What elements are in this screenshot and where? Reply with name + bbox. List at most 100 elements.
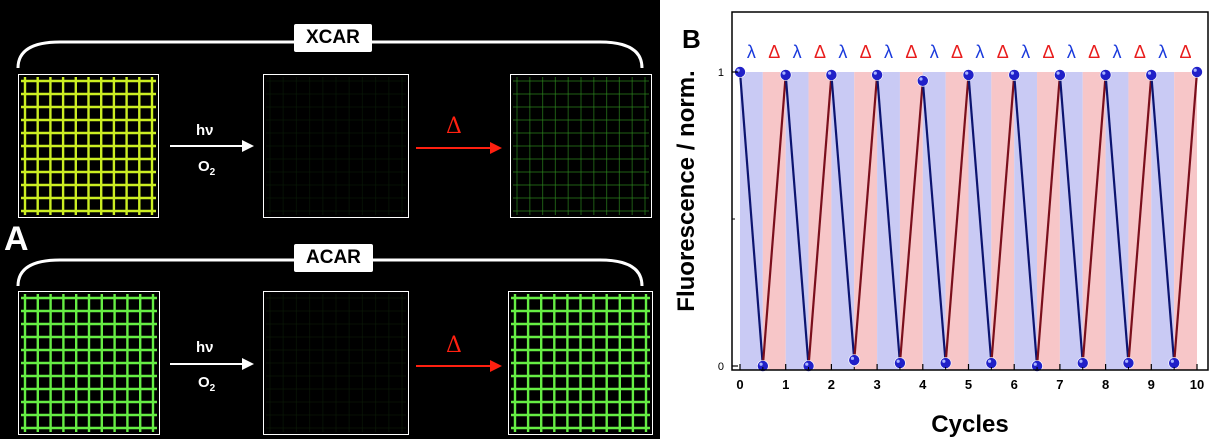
lambda-symbol: λ — [975, 42, 984, 62]
series-segment — [1173, 71, 1199, 364]
delta-symbol: Δ — [1088, 42, 1100, 62]
data-point — [962, 69, 975, 81]
series-segment — [807, 74, 833, 367]
data-point — [1076, 357, 1089, 369]
data-point — [1008, 69, 1021, 81]
plot-frame — [731, 11, 1209, 371]
grid-pattern — [266, 77, 406, 215]
delta-symbol: Δ — [997, 42, 1009, 62]
data-point — [894, 357, 906, 369]
x-tick-label: 7 — [1056, 377, 1063, 392]
panel-b-letter: B — [682, 24, 701, 54]
y-tick-label: 0 — [718, 361, 724, 373]
lambda-symbol: λ — [930, 42, 939, 62]
delta-symbol: Δ — [1180, 42, 1192, 62]
data-point-highlight — [736, 68, 740, 72]
grid-pattern — [511, 294, 650, 432]
x-tick-label: 2 — [828, 377, 835, 392]
data-point-highlight — [1170, 359, 1174, 363]
series-lines — [738, 71, 1199, 367]
lambda-symbol: λ — [838, 42, 847, 62]
data-point — [779, 69, 792, 81]
data-point — [1191, 66, 1203, 78]
cycle-bands — [740, 72, 1197, 370]
lambda-symbol: λ — [1021, 42, 1030, 62]
series-segment — [761, 74, 787, 367]
data-point-highlight — [759, 362, 763, 366]
lambda-symbol: λ — [884, 42, 893, 62]
delta-symbol: Δ — [814, 42, 826, 62]
series-segment — [944, 74, 970, 364]
xcar-heat-arrow — [416, 142, 502, 154]
series-points — [734, 66, 1203, 372]
acar-light-arrow — [170, 358, 254, 370]
series-segment — [1058, 74, 1084, 364]
acar-tile-heated — [508, 291, 653, 435]
acar-heat-arrow — [416, 360, 502, 372]
acar-tag: ACAR — [294, 244, 373, 272]
series-segment — [876, 74, 902, 364]
series-segment — [830, 74, 856, 361]
data-point-highlight — [782, 71, 786, 75]
xcar-o2-sub: 2 — [209, 167, 216, 178]
delta-symbol: Δ — [860, 42, 872, 62]
series-segment — [853, 74, 879, 361]
data-point — [1145, 69, 1158, 81]
delta-symbol: Δ — [905, 42, 917, 62]
lambda-symbol: λ — [747, 42, 756, 62]
acar-o2-label: O2 — [198, 374, 215, 394]
x-tick-label: 6 — [1011, 377, 1018, 392]
y-axis-label: Fluorescence / norm. — [673, 70, 700, 311]
grid-pattern — [513, 77, 649, 215]
x-axis-label: Cycles — [931, 411, 1008, 438]
data-point — [871, 69, 883, 81]
data-point-highlight — [919, 77, 923, 81]
acar-tile-initial — [18, 291, 160, 435]
data-point — [1054, 69, 1066, 81]
x-tick-label: 5 — [965, 377, 972, 392]
xcar-tag: XCAR — [294, 24, 372, 52]
x-tick-label: 8 — [1102, 377, 1109, 392]
xcar-tile-irradiated — [263, 74, 409, 218]
grid-pattern — [21, 294, 157, 432]
delta-symbol: Δ — [768, 42, 780, 62]
grid-pattern — [266, 294, 406, 432]
xcar-tile-heated — [510, 74, 652, 218]
data-point — [1099, 69, 1112, 81]
data-point-highlight — [965, 71, 969, 75]
series-segment — [784, 74, 810, 367]
data-point-highlight — [850, 356, 855, 360]
data-point-highlight — [828, 71, 832, 75]
delta-symbol: Δ — [951, 42, 963, 62]
data-point — [848, 354, 861, 366]
data-point-highlight — [1193, 68, 1197, 72]
x-ticks: 0 1 2 3 4 5 6 7 8 9 10 — [736, 364, 1204, 392]
lambda-symbol: λ — [1158, 42, 1167, 62]
data-point-highlight — [1147, 71, 1152, 75]
xcar-tile-initial — [18, 74, 159, 218]
lambda-symbol: λ — [1067, 42, 1076, 62]
data-point-highlight — [805, 362, 809, 366]
xcar-hv-label: hν — [196, 122, 214, 139]
data-point — [1122, 357, 1135, 369]
data-point-highlight — [1033, 362, 1037, 366]
data-point — [916, 75, 929, 87]
x-tick-label: 9 — [1148, 377, 1155, 392]
acar-o2-sub: 2 — [209, 383, 216, 394]
data-point-highlight — [942, 359, 946, 363]
x-tick-label: 0 — [736, 377, 743, 392]
acar-tile-irradiated — [263, 291, 409, 435]
y-tick-label: 1 — [718, 67, 724, 79]
xcar-heat-label: Δ — [446, 114, 462, 139]
y-ticks: 01 — [718, 67, 738, 373]
xcar-light-arrow — [170, 140, 254, 152]
data-point — [1168, 357, 1180, 369]
series-segment — [738, 71, 764, 367]
x-tick-label: 3 — [873, 377, 880, 392]
data-point — [825, 69, 838, 81]
acar-hv-label: hν — [196, 339, 214, 356]
lambda-symbol: λ — [793, 42, 802, 62]
